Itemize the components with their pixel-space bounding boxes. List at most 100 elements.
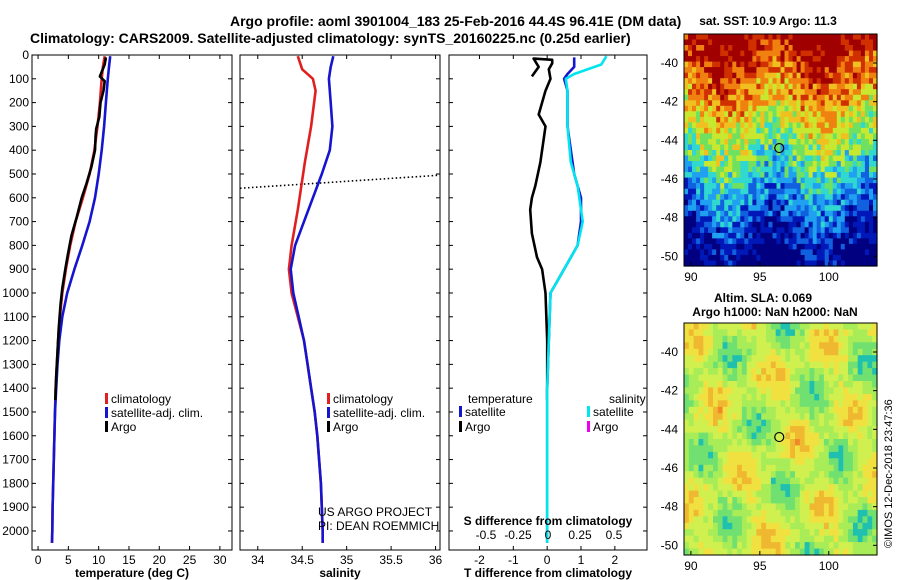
heatmap-cell — [732, 323, 738, 330]
heatmap-cell — [804, 194, 810, 201]
heatmap-cell — [732, 503, 738, 511]
heatmap-cell — [872, 323, 878, 330]
heatmap-cell — [840, 255, 846, 262]
heatmap-cell — [732, 72, 737, 79]
heatmap-cell — [724, 122, 729, 129]
heatmap-cell — [795, 529, 801, 537]
heatmap-cell — [712, 127, 717, 134]
heatmap-cell — [708, 348, 714, 356]
heatmap-cell — [833, 355, 839, 363]
heatmap-cell — [728, 194, 733, 201]
heatmap-cell — [692, 188, 697, 195]
heatmap-cell — [704, 166, 709, 173]
heatmap-cell — [736, 34, 741, 41]
heatmap-cell — [812, 111, 818, 118]
heatmap-cell — [708, 188, 713, 195]
heatmap-cell — [768, 205, 773, 212]
heatmap-cell — [737, 387, 743, 395]
heatmap-cell — [867, 471, 873, 479]
heatmap-cell — [824, 221, 830, 228]
heatmap-cell — [833, 413, 839, 421]
heatmap-cell — [795, 497, 801, 504]
heatmap-cell — [700, 83, 705, 90]
heatmap-cell — [760, 83, 765, 90]
heatmap-cell — [812, 61, 818, 68]
heatmap-cell — [799, 490, 806, 498]
heatmap-cell — [828, 216, 834, 223]
heatmap-cell — [736, 249, 741, 256]
heatmap-cell — [684, 172, 689, 179]
heatmap-cell — [857, 355, 864, 363]
heatmap-cell — [816, 161, 822, 168]
heatmap-cell — [692, 232, 697, 239]
heatmap-cell — [748, 221, 753, 228]
heatmap-cell — [756, 56, 761, 63]
heatmap-cell — [872, 445, 878, 453]
heatmap-cell — [852, 45, 858, 52]
heatmap-cell — [844, 194, 850, 201]
heatmap-cell — [843, 348, 849, 356]
heatmap-cell — [785, 413, 791, 421]
heatmap-cell — [848, 100, 854, 107]
heatmap-cell — [768, 105, 773, 112]
heatmap-cell — [848, 432, 854, 440]
heatmap-cell — [720, 255, 725, 262]
heatmap-cell — [828, 387, 835, 395]
heatmap-cell — [748, 133, 753, 140]
heatmap-cell — [812, 127, 818, 134]
heatmap-cell — [869, 61, 874, 68]
heatmap-cell — [708, 255, 713, 262]
heatmap-cell — [869, 127, 874, 134]
heatmap-cell — [864, 39, 870, 46]
heatmap-cell — [843, 374, 849, 382]
x-tick-label-temperature: 10 — [92, 553, 106, 567]
heatmap-cell — [775, 323, 782, 330]
heatmap-cell — [775, 458, 782, 466]
heatmap-cell — [788, 249, 794, 256]
heatmap-cell — [775, 413, 782, 421]
heatmap-cell — [724, 34, 729, 41]
heatmap-cell — [700, 100, 705, 107]
heatmap-cell — [796, 166, 802, 173]
heatmap-cell — [688, 484, 695, 492]
heatmap-cell — [873, 133, 878, 140]
heatmap-cell — [720, 61, 725, 68]
heatmap-cell — [756, 139, 761, 146]
heatmap-cell — [799, 477, 806, 485]
heatmap-cell — [744, 94, 749, 101]
heatmap-cell — [720, 83, 725, 90]
heatmap-cell — [713, 516, 719, 524]
heatmap-cell — [809, 400, 815, 408]
heatmap-cell — [843, 342, 849, 350]
heatmap-cell — [760, 232, 765, 239]
heatmap-cell — [724, 89, 729, 96]
heatmap-cell — [704, 188, 709, 195]
heatmap-cell — [708, 522, 714, 530]
heatmap-cell — [867, 516, 873, 524]
heatmap-cell — [788, 194, 794, 201]
heatmap-cell — [704, 83, 709, 90]
heatmap-cell — [804, 548, 810, 556]
heatmap-cell — [785, 445, 791, 453]
heatmap-cell — [844, 50, 850, 57]
heatmap-cell — [799, 342, 806, 350]
heatmap-cell — [772, 172, 778, 179]
heatmap-cell — [784, 67, 790, 74]
heatmap-cell — [708, 177, 713, 184]
heatmap-cell — [792, 172, 798, 179]
heatmap-cell — [800, 194, 806, 201]
heatmap-cell — [704, 243, 709, 250]
heatmap-cell — [838, 471, 844, 479]
heatmap-cell — [800, 161, 806, 168]
heatmap-cell — [828, 329, 835, 337]
heatmap-cell — [800, 221, 806, 228]
heatmap-cell — [840, 155, 846, 162]
heatmap-cell — [748, 243, 753, 250]
heatmap-cell — [716, 116, 721, 123]
heatmap-cell — [812, 249, 818, 256]
heatmap-cell — [788, 255, 794, 262]
heatmap-cell — [873, 161, 878, 168]
heatmap-cell — [844, 72, 850, 79]
heatmap-cell — [712, 133, 717, 140]
heatmap-cell — [764, 61, 769, 68]
